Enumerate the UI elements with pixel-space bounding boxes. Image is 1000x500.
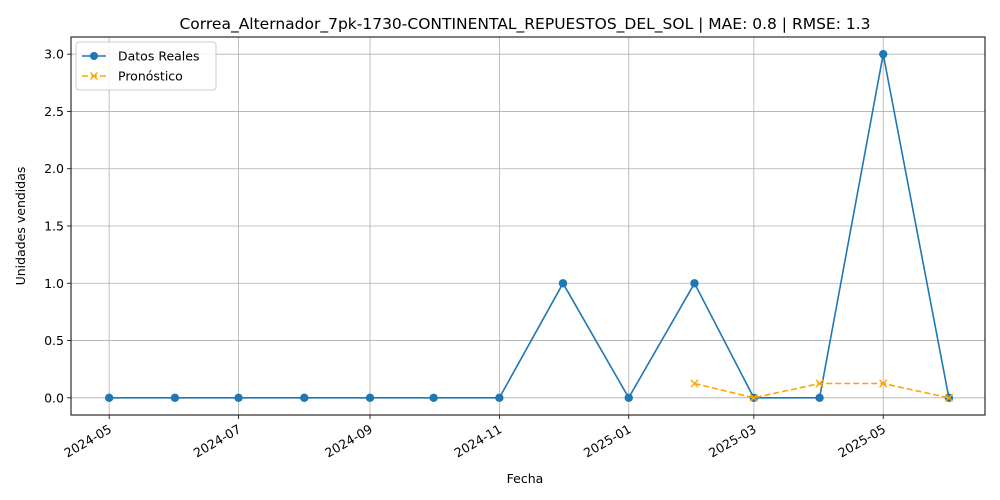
data-point-pronostico xyxy=(690,379,699,388)
y-tick-label: 3.0 xyxy=(44,47,64,62)
legend-marker-datos-reales xyxy=(90,52,98,60)
x-tick-label: 2025-03 xyxy=(706,421,759,460)
data-point-datos-reales xyxy=(558,279,568,288)
data-point-datos-reales xyxy=(624,393,633,403)
y-tick-label: 1.5 xyxy=(44,219,64,234)
data-point-pronostico xyxy=(815,379,824,388)
data-point-datos-reales xyxy=(690,279,699,288)
data-point-datos-reales xyxy=(234,393,243,403)
legend-box xyxy=(75,41,217,91)
series-layer xyxy=(104,49,954,403)
y-axis: 0.0 0.5 1.0 1.5 2.0 2.5 3.0 xyxy=(44,47,71,405)
legend-label-pronostico: Pronóstico xyxy=(118,69,183,84)
data-point-pronostico xyxy=(749,393,758,402)
y-tick-label: 2.5 xyxy=(44,104,64,119)
legend-marker-pronostico xyxy=(90,72,98,80)
data-point-datos-reales xyxy=(170,393,180,403)
data-point-datos-reales xyxy=(300,393,309,403)
x-axis: 2024-05 2024-07 2024-09 2024-11 2025-01 2025-… xyxy=(61,415,888,460)
data-point-datos-reales xyxy=(104,393,114,403)
data-point-pronostico xyxy=(879,379,888,388)
grid xyxy=(71,37,985,415)
x-tick-label: 2024-05 xyxy=(61,421,114,460)
data-point-datos-reales xyxy=(879,49,888,59)
y-tick-label: 0.5 xyxy=(44,333,64,348)
data-point-datos-reales xyxy=(815,393,824,403)
y-tick-label: 1.0 xyxy=(44,276,64,291)
series-line-datos-reales xyxy=(109,54,950,400)
x-tick-label: 2024-09 xyxy=(322,421,375,460)
y-axis-label: Unidades vendidas xyxy=(13,167,28,286)
legend: Datos Reales Pronóstico xyxy=(75,41,217,91)
legend-label-datos-reales: Datos Reales xyxy=(118,49,199,64)
x-tick-label: 2024-11 xyxy=(452,421,505,460)
x-tick-label: 2025-01 xyxy=(581,421,634,460)
x-tick-label: 2024-07 xyxy=(191,421,244,460)
data-point-datos-reales xyxy=(495,393,504,403)
data-point-pronostico xyxy=(944,393,954,402)
x-tick-label: 2025-05 xyxy=(835,421,888,460)
y-tick-label: 2.0 xyxy=(44,161,64,176)
data-point-datos-reales xyxy=(429,393,438,403)
x-axis-label: Fecha xyxy=(507,471,544,486)
data-point-datos-reales xyxy=(365,393,375,403)
y-tick-label: 0.0 xyxy=(44,390,64,405)
chart-title: Correa_Alternador_7pk-1730-CONTINENTAL_R… xyxy=(179,15,870,34)
